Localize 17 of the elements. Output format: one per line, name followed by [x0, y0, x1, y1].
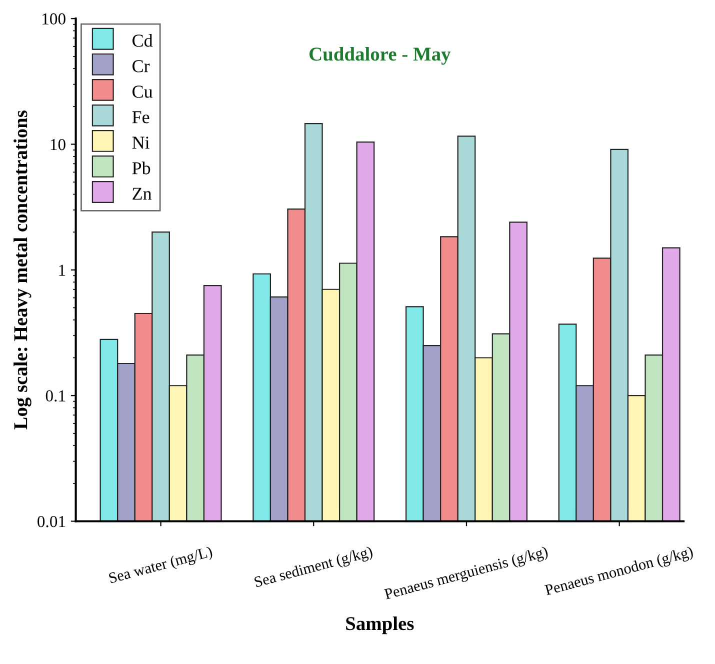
legend-label: Ni	[132, 136, 150, 149]
legend-label: Fe	[132, 111, 150, 124]
y-tick-label: 1	[59, 264, 66, 276]
y-tick-label: 0.01	[38, 516, 66, 528]
legend-label: Cr	[132, 60, 150, 72]
x-tick-label: Sea water (mg/L)	[108, 546, 214, 586]
legend-label: Pb	[132, 162, 150, 174]
y-tick-label: 0.1	[46, 390, 66, 402]
x-tick-label: Sea sediment (g/kg)	[254, 546, 374, 590]
legend-label: Cd	[132, 34, 153, 47]
y-axis-title: Log scale: Heavy metal concentrations	[14, 110, 32, 430]
y-tick-label: 10	[50, 138, 66, 150]
x-axis-title: Samples	[346, 616, 414, 634]
legend-label: Cu	[132, 86, 153, 98]
legend-label: Zn	[132, 188, 152, 200]
text: Cuddalore - May	[309, 47, 451, 65]
y-tick-label: 100	[42, 13, 66, 25]
